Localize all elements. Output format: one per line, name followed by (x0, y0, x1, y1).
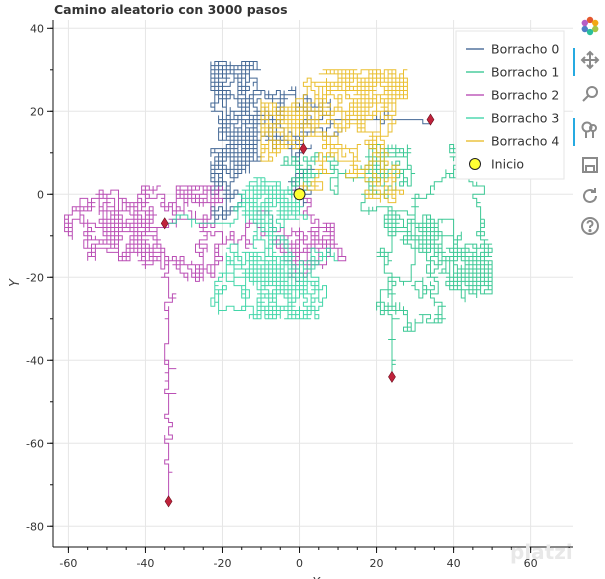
x-axis-label: X (311, 576, 322, 579)
x-tick-label: -20 (213, 557, 231, 570)
reset-icon[interactable] (578, 184, 602, 208)
help-icon[interactable] (578, 214, 602, 238)
legend-label-2: Borracho 2 (491, 88, 559, 103)
pan-icon[interactable] (573, 48, 602, 76)
x-tick-label: 20 (370, 557, 384, 570)
axes: -60 -40 -20 0 20 40 60 -80 -60 -40 -20 0 20 40 (26, 20, 573, 570)
y-tick-label: -60 (26, 437, 44, 450)
legend: Borracho 0 Borracho 1 Borracho 2 Borracho 3… (455, 30, 565, 180)
legend-swatch-start (469, 158, 481, 170)
x-tick-label: -40 (136, 557, 154, 570)
y-tick-label: -20 (26, 271, 44, 284)
y-tick-label: 40 (30, 22, 44, 35)
legend-label-start: Inicio (491, 157, 524, 172)
chart-title: Camino aleatorio con 3000 pasos (54, 2, 288, 17)
y-tick-label: 20 (30, 105, 44, 118)
end-marker-borracho-3 (160, 217, 169, 230)
walk-line-borracho-4 (260, 69, 408, 204)
y-tick-label: -80 (26, 520, 44, 533)
legend-box (455, 30, 565, 180)
legend-label-0: Borracho 0 (491, 42, 559, 57)
walk-line-borracho-0 (210, 61, 431, 224)
x-tick-label: -60 (59, 557, 77, 570)
legend-label-1: Borracho 1 (491, 65, 559, 80)
save-icon[interactable] (578, 153, 602, 177)
wheel-zoom-icon[interactable] (573, 118, 602, 146)
box-zoom-icon[interactable] (578, 82, 602, 106)
walk-line-borracho-2 (64, 185, 347, 502)
x-tick-label: 0 (296, 557, 303, 570)
x-tick-label: 40 (447, 557, 461, 570)
walk-line-borracho-3 (164, 177, 338, 320)
walk-lines (64, 61, 493, 502)
end-marker-borracho-2 (164, 495, 173, 508)
y-tick-label: 0 (37, 188, 44, 201)
platzi-watermark: platzi (510, 540, 573, 564)
end-marker-borracho-1 (388, 370, 396, 383)
y-axis-label: Y (8, 278, 23, 287)
end-marker-borracho-0 (426, 113, 435, 126)
bokeh-logo-icon[interactable] (578, 14, 602, 38)
end-marker-borracho-4 (299, 142, 308, 155)
y-tick-label: -40 (26, 354, 44, 367)
legend-label-4: Borracho 4 (491, 134, 559, 149)
markers (160, 113, 435, 508)
legend-label-3: Borracho 3 (491, 111, 559, 126)
start-marker (293, 188, 306, 201)
x-tick-label: 60 (524, 557, 538, 570)
